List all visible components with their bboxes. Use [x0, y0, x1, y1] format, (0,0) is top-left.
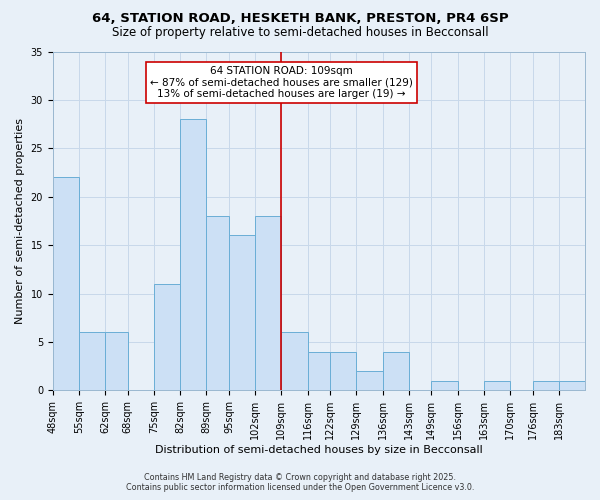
Bar: [559, 380, 585, 390]
Bar: [105, 332, 128, 390]
Bar: [229, 236, 255, 390]
Y-axis label: Number of semi-detached properties: Number of semi-detached properties: [15, 118, 25, 324]
Bar: [281, 332, 308, 390]
Bar: [154, 284, 180, 391]
Bar: [180, 120, 206, 390]
Text: 64, STATION ROAD, HESKETH BANK, PRESTON, PR4 6SP: 64, STATION ROAD, HESKETH BANK, PRESTON,…: [92, 12, 508, 26]
X-axis label: Distribution of semi-detached houses by size in Becconsall: Distribution of semi-detached houses by …: [155, 445, 483, 455]
Text: Contains HM Land Registry data © Crown copyright and database right 2025.
Contai: Contains HM Land Registry data © Crown c…: [126, 473, 474, 492]
Bar: [53, 178, 79, 390]
Bar: [330, 352, 356, 391]
Bar: [255, 216, 281, 390]
Bar: [79, 332, 105, 390]
Bar: [484, 380, 510, 390]
Bar: [206, 216, 229, 390]
Bar: [533, 380, 559, 390]
Bar: [308, 352, 330, 391]
Bar: [431, 380, 458, 390]
Bar: [383, 352, 409, 391]
Bar: [356, 371, 383, 390]
Text: Size of property relative to semi-detached houses in Becconsall: Size of property relative to semi-detach…: [112, 26, 488, 39]
Text: 64 STATION ROAD: 109sqm
← 87% of semi-detached houses are smaller (129)
13% of s: 64 STATION ROAD: 109sqm ← 87% of semi-de…: [150, 66, 413, 99]
